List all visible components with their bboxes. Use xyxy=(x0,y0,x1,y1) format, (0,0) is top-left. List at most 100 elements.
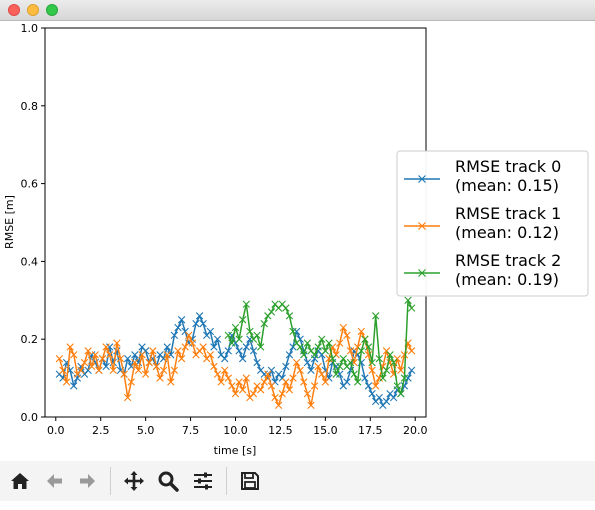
data-point-track-2 xyxy=(321,347,330,355)
back-button[interactable] xyxy=(42,469,66,493)
data-point-track-1 xyxy=(213,370,222,378)
data-point-track-1 xyxy=(300,378,308,386)
data-point-track-1 xyxy=(152,362,161,371)
data-point-track-0 xyxy=(213,335,222,343)
data-point-track-2 xyxy=(389,358,398,367)
data-point-track-1 xyxy=(59,366,67,375)
data-point-track-2 xyxy=(404,296,412,304)
data-point-track-1 xyxy=(138,351,146,359)
data-point-track-1 xyxy=(339,323,348,332)
data-point-track-1 xyxy=(62,378,71,386)
data-point-track-2 xyxy=(318,335,326,343)
data-point-track-2 xyxy=(289,327,297,336)
data-point-track-1 xyxy=(271,393,279,402)
data-point-track-1 xyxy=(325,354,333,363)
x-tick-label: 17.5 xyxy=(358,424,383,437)
data-point-track-0 xyxy=(389,393,398,402)
x-tick-label: 15.0 xyxy=(313,424,338,437)
data-point-track-0 xyxy=(123,354,132,363)
zoom-button[interactable] xyxy=(156,469,180,493)
data-point-track-1 xyxy=(264,370,272,378)
legend-label-track-0: RMSE track 0 xyxy=(455,157,561,176)
data-point-track-0 xyxy=(361,374,369,382)
data-point-track-1 xyxy=(407,347,416,355)
data-point-track-2 xyxy=(228,339,236,347)
data-point-track-1 xyxy=(371,382,380,390)
maximize-window-button[interactable] xyxy=(46,4,58,16)
minimize-window-button[interactable] xyxy=(27,4,39,16)
data-point-track-2 xyxy=(224,331,232,339)
data-point-track-2 xyxy=(253,331,261,339)
back-arrow-icon xyxy=(47,474,62,488)
data-point-track-0 xyxy=(253,358,261,367)
data-point-track-1 xyxy=(235,378,243,386)
close-window-button[interactable] xyxy=(8,4,20,16)
x-tick-label: 10.0 xyxy=(223,424,248,437)
data-point-track-1 xyxy=(167,378,175,386)
pan-button[interactable] xyxy=(122,469,146,493)
series-layer xyxy=(55,296,416,410)
data-point-track-0 xyxy=(210,343,218,351)
data-point-track-0 xyxy=(242,343,250,351)
data-point-track-1 xyxy=(174,347,182,355)
data-point-track-1 xyxy=(185,331,193,339)
toolbar-separator xyxy=(110,467,111,495)
pan-icon xyxy=(124,471,144,491)
data-point-track-1 xyxy=(177,354,186,363)
configure-subplots-icon xyxy=(194,472,212,490)
data-point-track-1 xyxy=(134,366,143,375)
data-point-track-0 xyxy=(192,319,200,328)
data-point-track-0 xyxy=(131,351,139,359)
y-tick-label: 1.0 xyxy=(21,22,39,35)
data-point-track-2 xyxy=(231,323,240,332)
data-point-track-1 xyxy=(84,347,92,355)
data-point-track-0 xyxy=(249,347,258,355)
data-point-track-2 xyxy=(346,358,355,367)
data-point-track-1 xyxy=(88,362,96,371)
data-point-track-0 xyxy=(307,366,315,375)
y-axis-label: RMSE [m] xyxy=(3,195,16,249)
home-button[interactable] xyxy=(8,469,32,493)
x-tick-label: 7.5 xyxy=(182,424,200,437)
data-point-track-0 xyxy=(282,362,290,371)
data-point-track-1 xyxy=(55,354,64,363)
data-point-track-1 xyxy=(131,358,139,367)
data-point-track-2 xyxy=(379,374,387,382)
zoom-icon xyxy=(158,471,179,492)
data-point-track-0 xyxy=(177,316,186,324)
data-point-track-1 xyxy=(106,351,114,359)
configure-subplots-button[interactable] xyxy=(191,469,215,493)
data-point-track-0 xyxy=(235,347,243,355)
data-point-track-1 xyxy=(159,366,168,375)
data-point-track-1 xyxy=(321,378,330,386)
matplotlib-toolbar xyxy=(0,461,595,501)
data-point-track-1 xyxy=(66,343,74,351)
data-point-track-1 xyxy=(217,378,225,386)
data-point-track-1 xyxy=(199,343,207,351)
x-tick-label: 2.5 xyxy=(92,424,110,437)
x-tick-label: 0.0 xyxy=(47,424,65,437)
legend-marker-track-2 xyxy=(418,269,426,277)
data-point-track-1 xyxy=(314,362,322,371)
data-point-track-2 xyxy=(371,312,380,320)
data-point-track-2 xyxy=(350,370,358,378)
data-point-track-2 xyxy=(357,347,365,355)
data-point-track-1 xyxy=(292,358,301,367)
data-point-track-1 xyxy=(397,366,405,375)
data-point-track-2 xyxy=(407,304,416,312)
data-point-track-0 xyxy=(206,327,215,336)
x-axis-label: time [s] xyxy=(214,444,257,457)
data-point-track-2 xyxy=(336,362,344,371)
data-point-track-1 xyxy=(145,358,153,367)
data-point-track-2 xyxy=(339,354,348,363)
data-point-track-2 xyxy=(364,343,373,351)
data-point-track-1 xyxy=(357,327,365,336)
data-point-track-2 xyxy=(296,343,304,351)
data-point-track-0 xyxy=(174,323,182,332)
forward-button[interactable] xyxy=(76,469,100,493)
save-button[interactable] xyxy=(238,469,262,493)
data-point-track-1 xyxy=(296,366,304,375)
data-point-track-2 xyxy=(328,354,337,363)
data-point-track-0 xyxy=(170,331,179,339)
data-point-track-1 xyxy=(318,370,326,378)
